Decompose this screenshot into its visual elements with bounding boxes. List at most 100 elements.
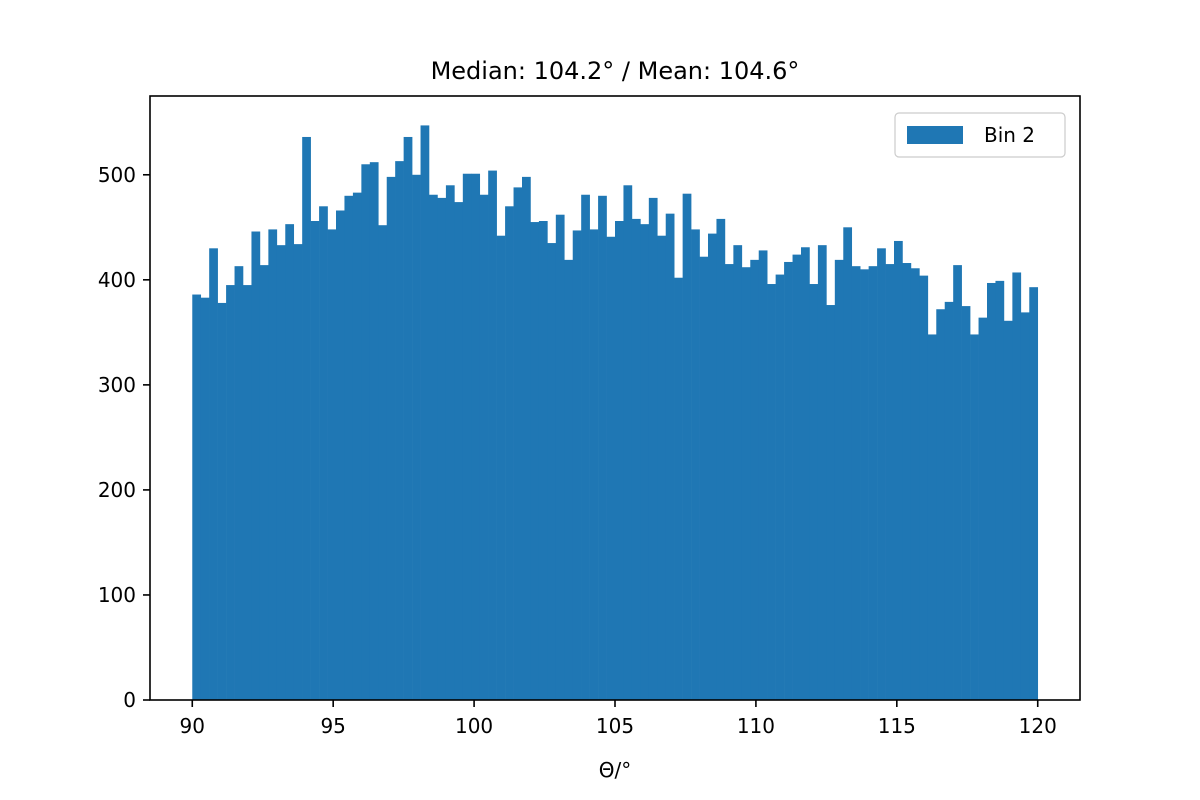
legend: Bin 2 [894, 112, 1066, 158]
histogram-bar [615, 221, 624, 700]
histogram-bar [767, 284, 776, 700]
histogram-bar [513, 187, 523, 701]
histogram-bar [995, 280, 1005, 700]
histogram-bar [758, 250, 768, 700]
histogram-bar [395, 161, 404, 700]
histogram-bar [851, 266, 861, 700]
y-tick-label: 0 [123, 688, 136, 712]
histogram-bar [699, 256, 709, 700]
histogram-bar [589, 229, 599, 700]
histogram-bar [445, 185, 455, 700]
histogram-bar [369, 162, 379, 701]
x-tick-label: 90 [180, 714, 205, 738]
histogram-bar [488, 170, 497, 700]
histogram-bar [226, 285, 235, 700]
legend-label-bin-2: Bin 2 [984, 123, 1035, 147]
histogram-bar [479, 194, 489, 700]
histogram-bar [826, 305, 836, 700]
histogram-bar [691, 229, 700, 700]
x-axis-label: Θ/° [599, 758, 631, 782]
histogram-bar [547, 243, 557, 701]
histogram-bar [293, 244, 303, 700]
histogram-bar [530, 222, 540, 700]
x-tick-label: 100 [455, 714, 493, 738]
bars-layer [192, 125, 1039, 701]
chart-title: Median: 104.2° / Mean: 104.6° [431, 57, 800, 85]
y-tick-label: 200 [98, 478, 136, 502]
histogram-bar [640, 224, 650, 700]
histogram-bar [665, 213, 675, 701]
histogram-bar [910, 268, 920, 700]
histogram-bar [860, 269, 869, 700]
histogram-bar [344, 195, 354, 700]
histogram-bar [1003, 320, 1013, 700]
x-tick-label: 105 [596, 714, 634, 738]
histogram-bar [538, 221, 548, 700]
histogram-bar [674, 277, 683, 700]
legend-swatch [907, 126, 963, 144]
histogram-bar [792, 254, 802, 700]
histogram-bar [682, 193, 692, 700]
histogram-bar [741, 267, 751, 700]
x-tick-label: 110 [737, 714, 775, 738]
histogram-bar [454, 202, 464, 700]
histogram-bar [970, 334, 979, 700]
histogram-bar [953, 265, 962, 700]
histogram-bar [927, 334, 937, 700]
histogram-bar [259, 265, 269, 700]
histogram-bar [1029, 287, 1039, 700]
y-tick-label: 300 [98, 373, 136, 397]
histogram-bar [724, 264, 734, 700]
histogram-bar [361, 164, 371, 700]
histogram-bar [598, 195, 607, 700]
histogram-bar [378, 225, 388, 700]
histogram-bar [581, 194, 590, 700]
histogram-bar [843, 227, 853, 700]
histogram-bar [217, 302, 227, 700]
x-tick-label: 95 [320, 714, 345, 738]
x-tick-label: 120 [1019, 714, 1057, 738]
histogram-bar [403, 136, 413, 701]
histogram-bar [868, 266, 878, 700]
histogram-bar [412, 174, 421, 701]
histogram-bar [750, 259, 760, 700]
histogram-bar [462, 173, 472, 700]
histogram-bar [268, 229, 278, 700]
histogram-bar [1012, 272, 1022, 700]
histogram-bar [708, 233, 717, 700]
histogram-bar [648, 197, 658, 700]
histogram-bar [1020, 312, 1030, 700]
x-axis: 90 95 100 105 110 115 120 [180, 700, 1057, 738]
histogram-bar [243, 285, 252, 700]
histogram-bar [733, 245, 743, 700]
histogram-bar [319, 206, 328, 700]
histogram-bar [606, 236, 616, 701]
histogram-bar [631, 218, 641, 700]
histogram-bar [834, 259, 844, 700]
histogram-bar [657, 235, 667, 700]
histogram-bar [978, 317, 988, 700]
histogram-bar [420, 125, 430, 700]
histogram-bar [522, 176, 531, 700]
histogram-bar [327, 229, 337, 700]
histogram-bar [961, 306, 971, 700]
histogram-bar [209, 248, 218, 700]
x-tick-label: 115 [878, 714, 916, 738]
histogram-bar [471, 173, 481, 700]
histogram-bar [784, 261, 793, 700]
histogram-bar [276, 245, 286, 700]
y-axis: 0 100 200 300 400 500 [98, 163, 150, 712]
histogram-bar [775, 274, 785, 700]
histogram-bar [936, 309, 946, 700]
histogram-bar [505, 206, 514, 700]
histogram-bar [572, 230, 582, 700]
histogram-bar [987, 282, 996, 700]
histogram-bar [902, 263, 912, 700]
histogram-bar [386, 176, 396, 700]
histogram-bar [285, 224, 295, 700]
legend-box [894, 112, 1066, 158]
histogram-bar [885, 264, 895, 700]
histogram-bar [894, 240, 903, 700]
histogram-bar [336, 210, 345, 701]
